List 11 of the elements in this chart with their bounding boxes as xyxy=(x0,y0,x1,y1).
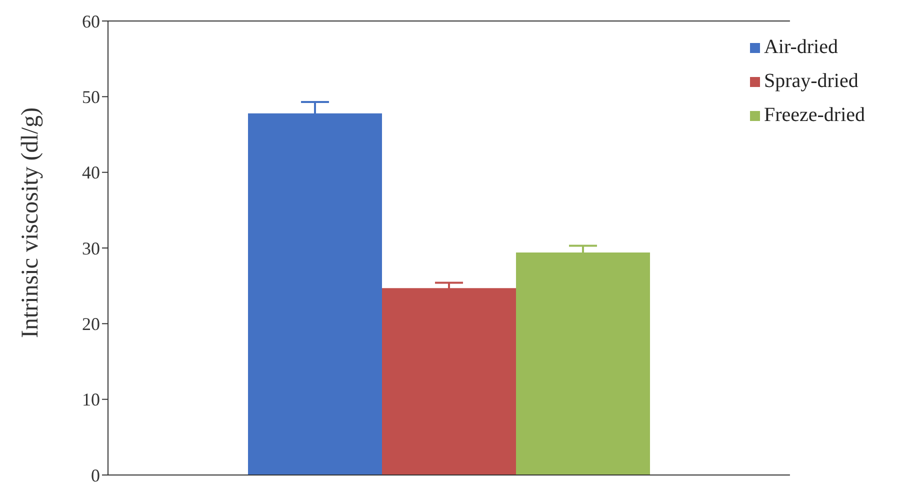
y-tick-label: 10 xyxy=(82,390,100,410)
legend-label: Freeze-dried xyxy=(764,104,865,126)
y-tick-label: 50 xyxy=(82,87,100,108)
y-tick-label: 30 xyxy=(82,238,100,258)
legend-label: Spray-dried xyxy=(764,70,858,92)
y-tick-label: 0 xyxy=(91,465,100,486)
y-tick-label: 60 xyxy=(82,11,100,32)
y-tick-label: 40 xyxy=(82,162,100,183)
legend-label: Air-dried xyxy=(764,36,838,58)
y-axis-title: Intrinsic viscosity (dl/g) xyxy=(18,107,44,338)
y-tick-label: 20 xyxy=(82,314,100,334)
